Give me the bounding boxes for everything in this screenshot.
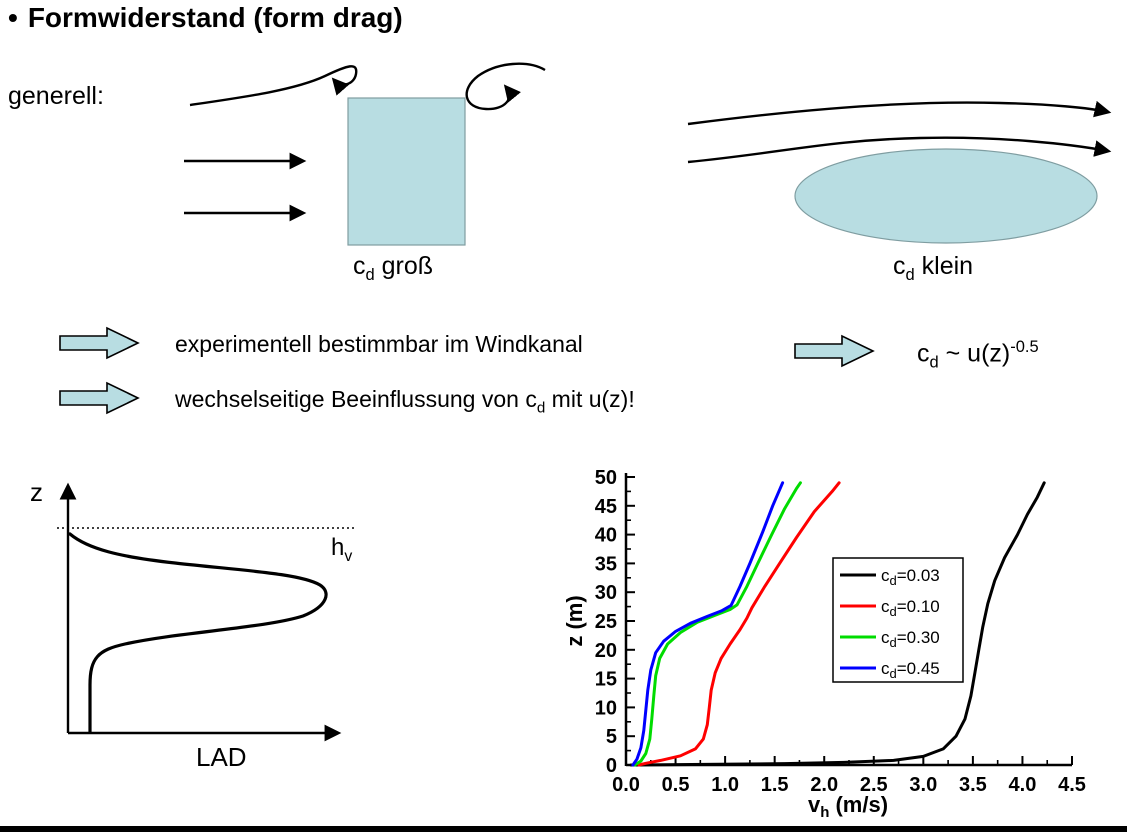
slide-title: • Formwiderstand (form drag)	[8, 2, 403, 34]
generell-label: generell:	[8, 82, 104, 110]
y-tick-label: 40	[595, 525, 617, 547]
x-tick-label: 2.5	[860, 774, 888, 796]
x-tick-label: 0.0	[612, 774, 640, 796]
legend-label-3: cd=0.45	[881, 659, 940, 681]
y-tick-label: 20	[595, 640, 617, 662]
series-line-0	[629, 481, 1046, 767]
bullet1-text: experimentell bestimmbar im Windkanal	[175, 331, 583, 357]
cd-gross-label: cd groß	[353, 252, 434, 284]
y-tick-label: 15	[595, 669, 617, 691]
chart-legend	[832, 557, 964, 683]
y-tick-label: 30	[595, 582, 617, 604]
y-tick-label: 50	[595, 467, 617, 489]
title-bullet: •	[8, 2, 18, 33]
x-tick-label: 1.5	[761, 774, 789, 796]
title-text: Formwiderstand (form drag)	[27, 2, 403, 33]
chart-y-axis-label: z (m)	[562, 595, 587, 646]
turbulence-eddy-arrow-right	[465, 62, 546, 111]
x-tick-label: 4.5	[1058, 774, 1086, 796]
cd-formula-text: cd ~ u(z)-0.5	[917, 338, 1039, 372]
block-arrow-formula	[794, 334, 875, 368]
lad-profile-curve	[68, 532, 328, 734]
y-tick-label: 0	[606, 755, 617, 777]
block-arrow-bullet1	[59, 326, 140, 360]
chart-x-axis-label: vh (m/s)	[808, 792, 888, 821]
streamline-arrow-top	[687, 100, 1112, 126]
x-tick-label: 1.0	[711, 774, 739, 796]
x-tick-label: 3.5	[959, 774, 987, 796]
series-line-2	[633, 481, 802, 767]
canopy-height-label: hv	[331, 534, 353, 565]
legend-label-0: cd=0.03	[881, 566, 940, 588]
y-tick-label: 5	[606, 726, 617, 748]
turbulence-eddy-arrow-left	[189, 65, 358, 107]
x-tick-label: 4.0	[1009, 774, 1037, 796]
legend-label-2: cd=0.30	[881, 628, 940, 650]
y-tick-label: 35	[595, 553, 617, 575]
x-tick-label: 0.5	[662, 774, 690, 796]
cd-klein-label: cd klein	[893, 252, 974, 284]
y-tick-label: 10	[595, 697, 617, 719]
series-line-1	[637, 481, 841, 767]
bluff-body-rectangle	[347, 97, 466, 246]
legend-label-1: cd=0.10	[881, 597, 940, 619]
bottom-black-bar	[0, 826, 1127, 832]
streamline-arrow-bottom	[687, 136, 1112, 164]
y-tick-label: 25	[595, 611, 617, 633]
bullet2-text: wechselseitige Beeinflussung von cd mit …	[175, 386, 635, 417]
lad-y-axis-label: z	[30, 477, 43, 507]
lad-x-axis-label: LAD	[196, 742, 247, 772]
y-tick-label: 45	[595, 496, 617, 518]
streamlined-body-ellipse	[794, 148, 1098, 244]
x-tick-label: 2.0	[810, 774, 838, 796]
wind-profile-chart: 0.0 0.5 1.0 1.5 2.0 2.5 3.0 3.5 4.0 4.5 0 5 10 15 20 25…	[562, 467, 1086, 821]
x-tick-label: 3.0	[909, 774, 937, 796]
series-line-3	[631, 481, 785, 767]
block-arrow-bullet2	[59, 381, 140, 415]
